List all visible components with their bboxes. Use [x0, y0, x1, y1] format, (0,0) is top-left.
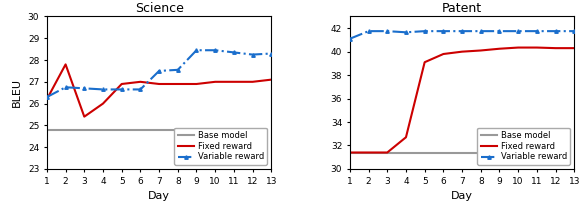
Line: Fixed reward: Fixed reward: [350, 48, 574, 152]
Base model: [183, 129, 190, 131]
Line: Variable reward: Variable reward: [45, 48, 273, 99]
Fixed reward: [230, 81, 237, 83]
Variable reward: [346, 37, 353, 40]
Fixed reward: [346, 151, 353, 154]
Line: Fixed reward: Fixed reward: [47, 64, 271, 117]
Base model: [346, 151, 353, 154]
Variable reward: [552, 30, 559, 32]
Fixed reward: [533, 46, 540, 49]
Fixed reward: [459, 50, 466, 53]
Variable reward: [365, 30, 372, 32]
Variable reward: [384, 30, 391, 32]
Fixed reward: [62, 63, 69, 66]
X-axis label: Day: Day: [148, 191, 170, 201]
Fixed reward: [268, 78, 275, 81]
Base model: [43, 129, 50, 131]
Fixed reward: [43, 98, 50, 101]
Fixed reward: [477, 49, 484, 52]
Variable reward: [533, 30, 540, 32]
Variable reward: [268, 52, 275, 55]
Fixed reward: [193, 83, 200, 85]
Variable reward: [43, 96, 50, 98]
Variable reward: [496, 30, 503, 32]
Fixed reward: [440, 53, 447, 55]
Variable reward: [174, 69, 181, 71]
Y-axis label: BLEU: BLEU: [12, 78, 22, 107]
Variable reward: [81, 87, 88, 90]
Fixed reward: [571, 47, 578, 49]
Variable reward: [193, 49, 200, 52]
Variable reward: [62, 86, 69, 89]
Base model: [486, 151, 493, 154]
Variable reward: [230, 51, 237, 54]
Variable reward: [459, 30, 466, 32]
Fixed reward: [496, 48, 503, 50]
Fixed reward: [365, 151, 372, 154]
Fixed reward: [81, 115, 88, 118]
Variable reward: [100, 88, 107, 91]
Title: Patent: Patent: [442, 2, 482, 15]
Fixed reward: [249, 81, 256, 83]
Legend: Base model, Fixed reward, Variable reward: Base model, Fixed reward, Variable rewar…: [477, 128, 570, 165]
Variable reward: [515, 30, 522, 32]
Fixed reward: [515, 46, 522, 49]
Fixed reward: [403, 136, 410, 138]
Fixed reward: [212, 81, 219, 83]
Fixed reward: [384, 151, 391, 154]
Variable reward: [137, 88, 144, 91]
Variable reward: [118, 88, 125, 91]
Legend: Base model, Fixed reward, Variable reward: Base model, Fixed reward, Variable rewar…: [174, 128, 267, 165]
Fixed reward: [421, 61, 428, 63]
Variable reward: [477, 30, 484, 32]
Line: Variable reward: Variable reward: [348, 29, 576, 41]
Variable reward: [249, 53, 256, 56]
Fixed reward: [155, 83, 162, 85]
Fixed reward: [552, 47, 559, 49]
X-axis label: Day: Day: [451, 191, 473, 201]
Fixed reward: [174, 83, 181, 85]
Fixed reward: [137, 81, 144, 83]
Fixed reward: [100, 102, 107, 105]
Variable reward: [440, 30, 447, 32]
Variable reward: [155, 70, 162, 72]
Title: Science: Science: [135, 2, 183, 15]
Variable reward: [421, 30, 428, 32]
Variable reward: [212, 49, 219, 52]
Variable reward: [571, 30, 578, 32]
Variable reward: [403, 31, 410, 34]
Fixed reward: [118, 83, 125, 85]
